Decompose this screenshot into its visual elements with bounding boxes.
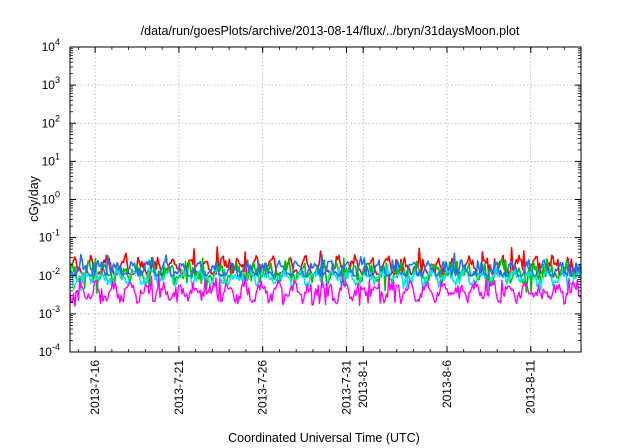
y-axis-label: cGy/day xyxy=(27,175,41,222)
y-tick-label: 10-2 xyxy=(39,266,60,283)
series-line xyxy=(69,263,582,292)
x-tick-label: 2013-7-31 xyxy=(339,360,353,415)
x-tick-labels: 2013-7-16 2013-7-21 2013-7-26 2013-7-31 2013… xyxy=(88,360,538,415)
x-tick-label: 2013-8-1 xyxy=(356,360,370,408)
y-tick-label: 100 xyxy=(42,190,60,207)
y-tick-labels: 10-4 10-3 10-2 10-1 100 101 102 103 104 xyxy=(39,37,60,359)
x-tick-label: 2013-7-26 xyxy=(256,360,270,415)
y-tick-label: 10-1 xyxy=(39,228,60,245)
series-line xyxy=(69,275,582,307)
series-line xyxy=(69,252,582,277)
y-tick-label: 102 xyxy=(42,113,60,130)
y-tick-label: 104 xyxy=(42,37,60,54)
x-axis-label: Coordinated Universal Time (UTC) xyxy=(228,431,420,445)
x-tick-label: 2013-8-11 xyxy=(524,360,538,414)
grid xyxy=(70,47,581,352)
ticks xyxy=(70,46,581,353)
chart-title: /data/run/goesPlots/archive/2013-08-14/f… xyxy=(141,24,520,38)
x-tick-label: 2013-7-21 xyxy=(172,360,186,415)
y-tick-label: 103 xyxy=(42,75,60,92)
x-tick-label: 2013-8-6 xyxy=(440,360,454,408)
y-tick-label: 10-3 xyxy=(39,304,60,321)
y-tick-label: 10-4 xyxy=(39,342,60,359)
series-layer xyxy=(69,246,582,307)
y-tick-label: 101 xyxy=(42,151,60,168)
x-tick-label: 2013-7-16 xyxy=(88,360,102,415)
